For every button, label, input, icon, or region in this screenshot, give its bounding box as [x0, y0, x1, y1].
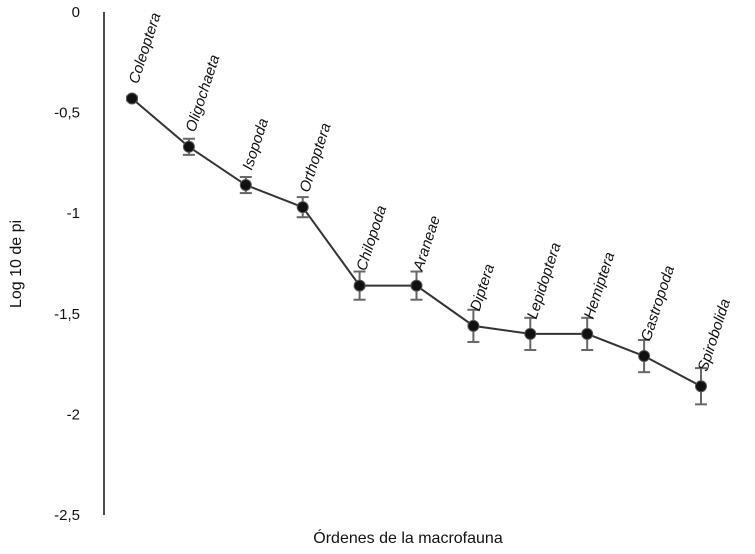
y-tick-label: -2,5	[54, 507, 80, 524]
data-point	[638, 350, 651, 363]
category-labels: Coleoptera Oligochaeta Isopoda Orthoptera Ch…	[126, 11, 734, 374]
category-label: Lepidoptera	[524, 241, 565, 322]
y-tick-label: -2	[67, 406, 80, 423]
category-label: Chilopoda	[353, 203, 390, 273]
y-tick-label: -0,5	[54, 105, 80, 122]
category-label: Orthoptera	[296, 121, 334, 194]
series-line	[131, 97, 702, 388]
category-label: Spirobolida	[695, 297, 734, 374]
category-label: Coleoptera	[126, 11, 165, 86]
y-tick-label: -1,5	[54, 306, 80, 323]
category-label: Diptera	[467, 262, 498, 313]
data-point	[353, 279, 366, 292]
category-label: Hemiptera	[581, 250, 619, 321]
data-point	[182, 140, 195, 153]
category-label: Gastropoda	[638, 263, 678, 343]
data-points	[126, 92, 707, 393]
x-axis-title: Órdenes de la macrofauna	[313, 528, 503, 547]
data-point	[695, 380, 707, 393]
category-label: Oligochaeta	[183, 53, 224, 134]
data-point	[239, 179, 252, 192]
category-label: Araneae	[410, 214, 444, 274]
data-point	[126, 92, 138, 105]
y-axis-title: Log 10 de pi	[8, 220, 25, 308]
category-label: Isopoda	[239, 116, 272, 172]
data-point	[524, 327, 537, 340]
data-point	[410, 279, 423, 292]
series-line-group	[131, 97, 702, 388]
data-point	[581, 327, 594, 340]
y-tick-label: 0	[72, 4, 80, 21]
data-point	[467, 319, 480, 332]
y-tick-label: -1	[67, 205, 80, 222]
y-tick-labels: 0 -0,5 -1 -1,5 -2 -2,5	[54, 4, 80, 524]
data-point	[296, 201, 309, 214]
